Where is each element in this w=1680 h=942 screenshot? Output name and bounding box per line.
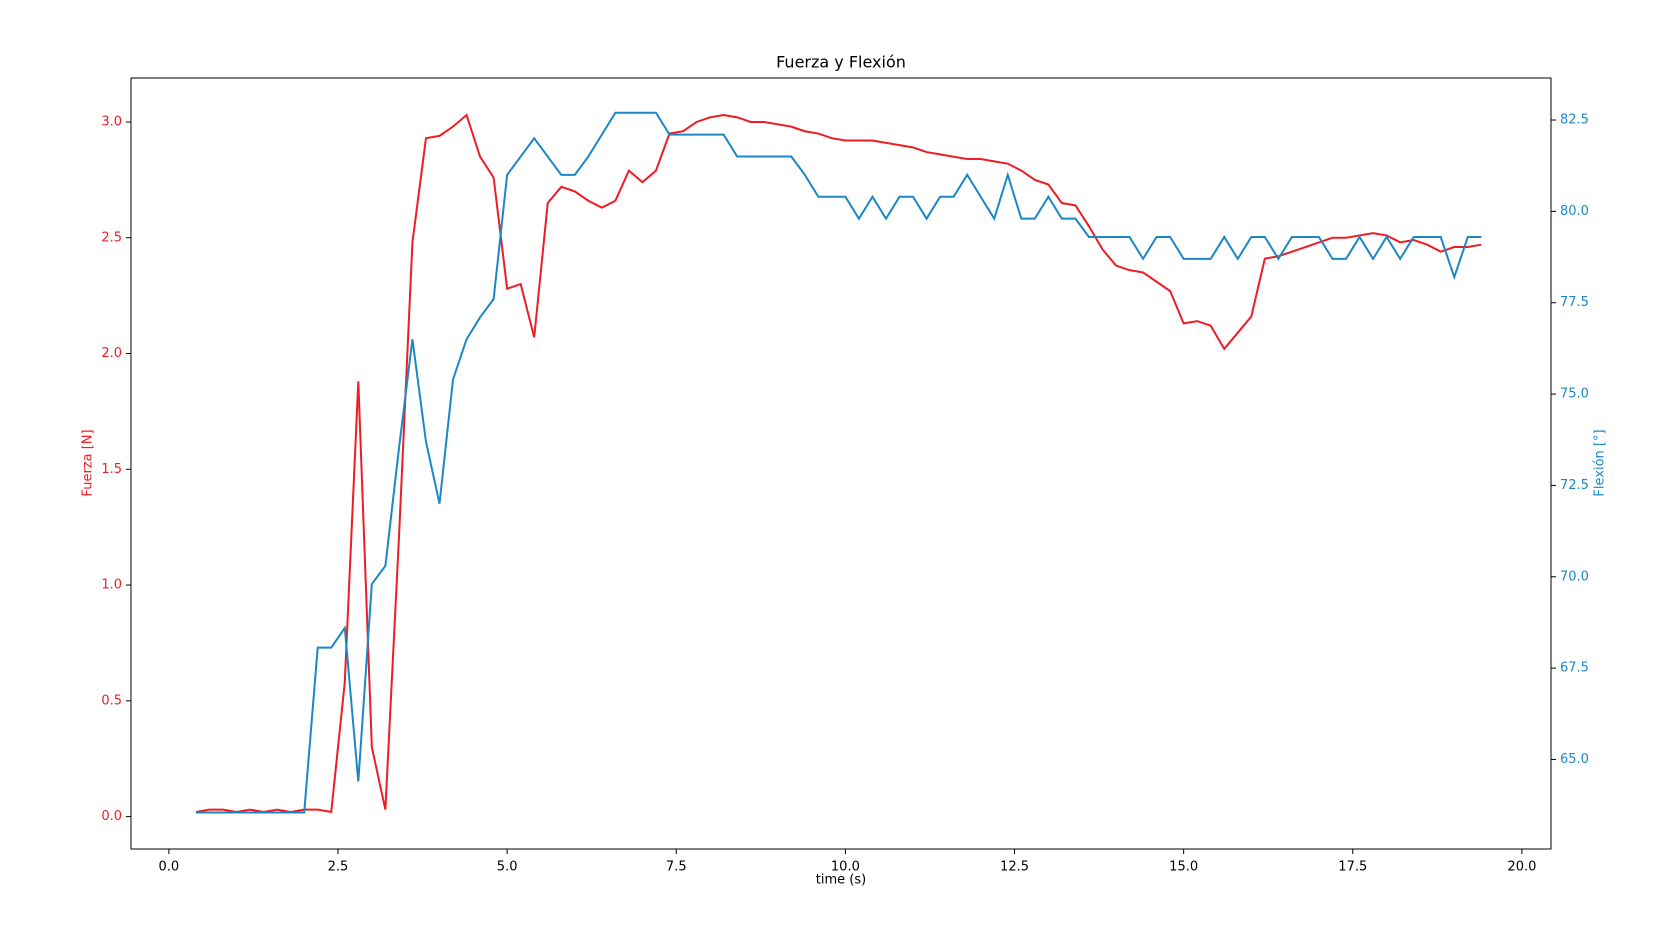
- y2-tick-label: 70.0: [1560, 569, 1589, 584]
- x-tick-label: 5.0: [497, 860, 518, 875]
- x-tick-label: 10.0: [831, 860, 860, 875]
- y-tick-label: 0.5: [101, 693, 122, 708]
- y2-tick-label: 75.0: [1560, 387, 1589, 402]
- y2-tick-label: 80.0: [1560, 204, 1589, 219]
- y2-tick-label: 72.5: [1560, 478, 1589, 493]
- x-tick-label: 0.0: [159, 860, 180, 875]
- x-tick-label: 2.5: [328, 860, 349, 875]
- y2-tick-label: 77.5: [1560, 295, 1589, 310]
- y-tick-label: 1.5: [101, 462, 122, 477]
- y-axis-label: Fuerza [N]: [81, 429, 96, 496]
- y-tick-label: 1.0: [101, 578, 122, 593]
- y2-tick-label: 65.0: [1560, 752, 1589, 767]
- x-tick-label: 7.5: [666, 860, 687, 875]
- plot-frame: [130, 77, 1552, 850]
- y-tick-label: 3.0: [101, 114, 122, 129]
- x-tick-label: 15.0: [1169, 860, 1198, 875]
- x-axis-label: time (s): [816, 873, 866, 888]
- y-tick-label: 2.5: [101, 230, 122, 245]
- y2-axis-label: Flexión [°]: [1593, 429, 1608, 496]
- x-tick-label: 20.0: [1507, 860, 1536, 875]
- data-line: [195, 111, 1482, 814]
- x-tick-label: 12.5: [1000, 860, 1029, 875]
- x-tick-label: 17.5: [1338, 860, 1367, 875]
- data-line: [195, 113, 1482, 814]
- y2-tick-label: 67.5: [1560, 661, 1589, 676]
- y-tick-label: 2.0: [101, 346, 122, 361]
- y2-tick-label: 82.5: [1560, 113, 1589, 128]
- chart-title: Fuerza y Flexión: [776, 53, 906, 72]
- y-tick-label: 0.0: [101, 809, 122, 824]
